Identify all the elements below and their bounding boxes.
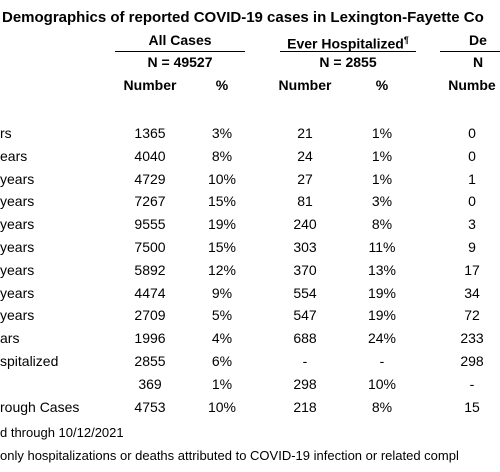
- cell: 8%: [371, 398, 393, 415]
- cell: 3%: [371, 193, 393, 210]
- group-n: N = 2855: [319, 54, 377, 70]
- cell: -: [302, 353, 308, 369]
- footnote: d through 10/12/2021: [0, 425, 124, 440]
- cell: 5892: [134, 261, 166, 278]
- cell: 24: [297, 147, 313, 164]
- cell: 240: [293, 216, 317, 233]
- cell: 9555: [134, 216, 166, 233]
- column-header: Numbe: [448, 77, 496, 93]
- cell: 10%: [207, 398, 237, 415]
- row-label: years: [0, 239, 35, 255]
- cell: 81: [297, 193, 313, 210]
- row-label: rs: [0, 125, 12, 141]
- group-label: All Cases: [148, 32, 212, 48]
- cell: 19%: [367, 284, 397, 301]
- cell: 6%: [211, 353, 233, 369]
- cell: 688: [293, 330, 317, 347]
- cell: 19%: [207, 216, 237, 233]
- cell: -: [469, 375, 475, 392]
- cell: 4040: [134, 147, 166, 164]
- cell: 10%: [367, 375, 397, 392]
- row-label: ars: [0, 330, 20, 347]
- cell: 7267: [134, 193, 166, 210]
- cell: 13%: [367, 261, 397, 278]
- cell: 8%: [371, 216, 393, 233]
- group-header: All Cases: [148, 31, 211, 49]
- column-header: %: [215, 77, 229, 93]
- cell: 2709: [134, 307, 166, 324]
- group-n: N: [472, 54, 484, 70]
- row-label: years: [0, 307, 35, 324]
- cell: 24%: [367, 330, 397, 347]
- cell: 34: [464, 284, 480, 301]
- cell: 1365: [134, 125, 166, 141]
- cell: 72: [464, 307, 480, 324]
- row-label: years: [0, 193, 35, 210]
- cell: 554: [293, 284, 317, 301]
- header-rule: [440, 51, 500, 52]
- cell: 1%: [371, 147, 393, 164]
- group-header: De: [469, 31, 487, 49]
- cell: 4%: [211, 330, 233, 347]
- cell: 15%: [207, 239, 237, 255]
- cell: 1996: [134, 330, 166, 347]
- cell: 11%: [368, 239, 396, 255]
- cell: 218: [293, 398, 317, 415]
- footnote: only hospitalizations or deaths attribut…: [0, 448, 459, 463]
- cell: 8%: [211, 147, 233, 164]
- column-header: %: [375, 77, 389, 93]
- cell: 0: [468, 193, 476, 210]
- cell: 5%: [211, 307, 233, 324]
- cell: 1: [468, 170, 476, 187]
- group-n: N = 49527: [147, 54, 213, 70]
- cell: 298: [460, 353, 484, 369]
- cell: 15%: [207, 193, 237, 210]
- cell: 15: [464, 398, 480, 415]
- cell: 4474: [134, 284, 166, 301]
- cell: 10%: [207, 170, 237, 187]
- row-label: years: [0, 170, 35, 187]
- group-label: Ever Hospitalized: [287, 35, 404, 52]
- footnote-mark: ¶: [403, 35, 409, 45]
- cell: 4729: [134, 170, 166, 187]
- cell: 0: [468, 125, 476, 141]
- cell: 27: [297, 170, 313, 187]
- cell: 233: [460, 330, 484, 347]
- row-label: years: [0, 284, 35, 301]
- cell: 1%: [211, 375, 233, 392]
- cell: 9%: [211, 284, 233, 301]
- row-label: ears: [0, 147, 28, 164]
- cell: 19%: [367, 307, 397, 324]
- cell: 21: [297, 125, 313, 141]
- column-header: Number: [123, 77, 177, 93]
- header-rule: [115, 51, 245, 52]
- row-label: years: [0, 216, 35, 233]
- group-label: De: [469, 32, 487, 48]
- cell: 2855: [134, 353, 166, 369]
- row-label: spitalized: [0, 353, 59, 369]
- cell: -: [379, 353, 385, 369]
- row-label: rough Cases: [0, 398, 80, 415]
- cell: 298: [293, 375, 317, 392]
- column-header: Number: [278, 77, 332, 93]
- cell: 17: [464, 261, 480, 278]
- cell: 1%: [371, 125, 393, 141]
- cell: 3%: [211, 125, 233, 141]
- cell: 3: [468, 216, 476, 233]
- cell: 0: [468, 147, 476, 164]
- cell: 303: [293, 239, 317, 255]
- cell: 7500: [134, 239, 166, 255]
- row-label: years: [0, 261, 35, 278]
- title: Demographics of reported COVID-19 cases …: [2, 9, 484, 26]
- cell: 4753: [134, 398, 166, 415]
- cell: 369: [138, 375, 162, 392]
- cell: 370: [293, 261, 317, 278]
- group-header: Ever Hospitalized¶: [287, 31, 409, 53]
- header-rule: [280, 51, 416, 52]
- cell: 12%: [207, 261, 237, 278]
- cell: 547: [293, 307, 317, 324]
- cell: 9: [468, 239, 476, 255]
- cell: 1%: [371, 170, 393, 187]
